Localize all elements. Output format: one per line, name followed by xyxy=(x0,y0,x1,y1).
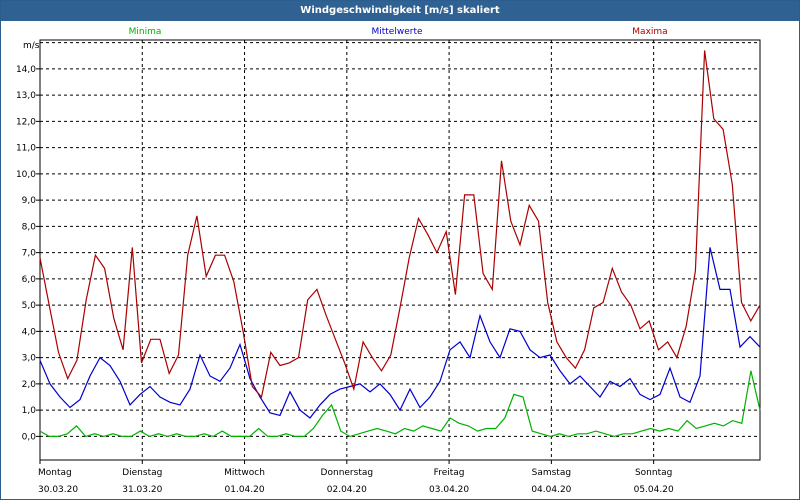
x-tick-label-date: 04.04.20 xyxy=(531,485,571,495)
y-tick-label: 1,0 xyxy=(22,406,37,416)
legend-minima: Minima xyxy=(129,27,162,37)
y-tick-label: 6,0 xyxy=(22,275,37,285)
plot-frame xyxy=(39,39,761,461)
y-axis: m/s 0,0 1,0 2,0 3,0 4,0 5,0 6,0 7,0 8,0 9,0 10,0 11… xyxy=(16,41,40,442)
x-tick-label-date: 30.03.20 xyxy=(38,485,78,495)
x-tick-label-date: 02.04.20 xyxy=(327,485,367,495)
y-tick-label: 12,0 xyxy=(16,117,36,127)
legend: Minima Mittelwerte Maxima xyxy=(129,27,668,37)
x-tick-label-date: 05.04.20 xyxy=(634,485,674,495)
window-title: Windgeschwindigkeit [m/s] skaliert xyxy=(1,1,799,21)
series-lines xyxy=(39,50,761,438)
y-tick-label: 7,0 xyxy=(22,249,37,259)
y-tick-label: 14,0 xyxy=(16,65,36,75)
x-tick-label-date: 01.04.20 xyxy=(225,485,265,495)
y-tick-label: 5,0 xyxy=(22,301,37,311)
x-tick-label-day: Montag xyxy=(38,468,72,478)
y-tick-label: 0,0 xyxy=(22,432,37,442)
x-tick-label-day: Sonntag xyxy=(635,468,672,478)
y-tick-label: 11,0 xyxy=(16,144,36,154)
series-line-maxima xyxy=(39,50,761,399)
grid-lines xyxy=(39,39,761,461)
x-tick-label-day: Donnerstag xyxy=(321,468,374,478)
y-tick-label: 3,0 xyxy=(22,354,37,364)
y-tick-label: 9,0 xyxy=(22,196,37,206)
y-tick-label: 13,0 xyxy=(16,91,36,101)
series-line-mittelwerte xyxy=(39,247,761,419)
x-tick-label-day: Dienstag xyxy=(122,468,162,478)
y-axis-unit-label: m/s xyxy=(23,41,40,51)
x-tick-label-date: 03.04.20 xyxy=(429,485,469,495)
x-tick-label-day: Samstag xyxy=(532,468,571,478)
y-tick-label: 4,0 xyxy=(22,327,37,337)
x-axis: Montag 30.03.20 Dienstag 31.03.20 Mittwoch 01… xyxy=(38,460,674,495)
x-tick-label-day: Mittwoch xyxy=(224,468,265,478)
legend-maxima: Maxima xyxy=(632,27,667,37)
y-tick-label: 8,0 xyxy=(22,222,37,232)
y-tick-label: 2,0 xyxy=(22,380,37,390)
legend-mittelwerte: Mittelwerte xyxy=(371,27,422,37)
x-tick-label-day: Freitag xyxy=(434,468,465,478)
y-tick-label: 10,0 xyxy=(16,170,36,180)
x-tick-label-date: 31.03.20 xyxy=(122,485,162,495)
series-line-minima xyxy=(39,370,761,438)
